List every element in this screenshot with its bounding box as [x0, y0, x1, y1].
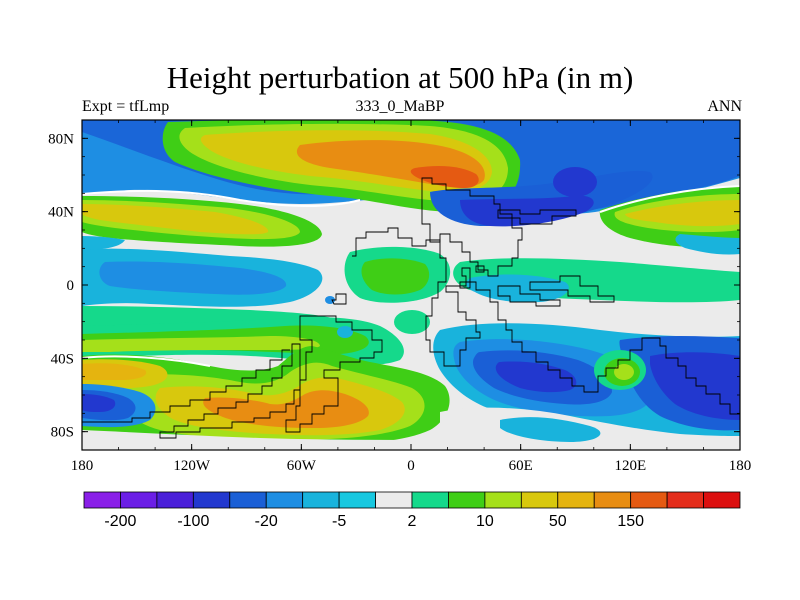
- zero-contour: [82, 355, 211, 367]
- colorbar: -200 -100 -20 -5 2 10 50 150: [83, 491, 741, 530]
- colorbar-swatch: [229, 491, 267, 509]
- field-region: [495, 361, 577, 393]
- colorbar-swatch: [120, 491, 158, 509]
- colorbar-swatch: [557, 491, 595, 509]
- y-tick-label: 80N: [48, 131, 74, 147]
- field-region: [337, 326, 353, 338]
- experiment-label: Expt = tfLmp: [82, 98, 170, 115]
- zero-contour: [599, 185, 740, 213]
- x-tick-label: 120W: [173, 458, 211, 474]
- field-region: [625, 200, 740, 227]
- field-region: [82, 363, 147, 380]
- x-tick-label: 180: [729, 458, 752, 474]
- season-label: ANN: [707, 98, 742, 115]
- x-tick-label: 60E: [509, 458, 533, 474]
- colorbar-swatch: [375, 491, 413, 509]
- colorbar-swatch: [156, 491, 194, 509]
- colorbar-swatch: [411, 491, 449, 509]
- colorbar-swatch: [265, 491, 304, 509]
- field-region: [99, 261, 287, 295]
- x-tick-label: 120E: [614, 458, 646, 474]
- case-label: 333_0_MaBP: [355, 98, 445, 115]
- colorbar-label: -200: [104, 513, 136, 530]
- x-tick-label: 60W: [287, 458, 317, 474]
- field-region: [410, 166, 479, 188]
- field-region: [466, 274, 569, 303]
- colorbar-label: 2: [408, 513, 417, 530]
- field-region: [553, 167, 597, 197]
- colorbar-swatch: [448, 491, 486, 509]
- colorbar-swatch: [302, 491, 340, 509]
- colorbar-label: 10: [476, 513, 494, 530]
- colorbar-swatch: [192, 491, 231, 509]
- axes: 180 120W 60W 0 60E 120E 180 80N 40N 0 40S 80S: [48, 119, 752, 474]
- field-region: [650, 352, 740, 420]
- coastline: [459, 281, 471, 289]
- y-tick-label: 0: [67, 278, 75, 294]
- coastline: [159, 343, 301, 439]
- field-region: [675, 234, 740, 255]
- field-region: [361, 258, 430, 295]
- zero-contour: [82, 189, 361, 207]
- field-region: [500, 417, 601, 442]
- colorbar-label: -100: [177, 513, 209, 530]
- colorbar-swatch: [83, 491, 121, 509]
- coastline: [497, 209, 577, 225]
- coastline: [529, 275, 615, 303]
- field-region: [82, 236, 125, 250]
- coastline: [421, 177, 523, 277]
- colorbar-swatch: [338, 491, 376, 509]
- x-tick-label: 0: [407, 458, 415, 474]
- coastline: [331, 293, 347, 305]
- coastlines: [82, 177, 740, 439]
- coastline: [475, 265, 485, 273]
- x-tick-label: 180: [71, 458, 94, 474]
- field-region: [82, 204, 269, 235]
- colorbar-swatch: [630, 491, 668, 509]
- coastline: [497, 285, 561, 307]
- contour-field: [82, 120, 740, 450]
- colorbar-swatch: [666, 491, 704, 509]
- field-region: [394, 310, 430, 334]
- colorbar-swatch: [484, 491, 522, 509]
- colorbar-swatch: [703, 491, 741, 509]
- coastline: [352, 227, 740, 415]
- y-tick-label: 40S: [51, 351, 74, 367]
- colorbar-label: 50: [549, 513, 567, 530]
- y-tick-label: 80S: [51, 425, 74, 441]
- field-region: [614, 364, 634, 380]
- field-region: [460, 195, 594, 227]
- colorbar-swatch: [593, 491, 632, 509]
- colorbar-swatch: [520, 491, 559, 509]
- field-region: [82, 394, 116, 412]
- colorbar-label: -20: [255, 513, 278, 530]
- coastline: [82, 349, 290, 423]
- chart-title: Height perturbation at 500 hPa (in m): [166, 60, 634, 95]
- field-region: [82, 336, 320, 352]
- colorbar-label: 150: [617, 513, 644, 530]
- field-region: [82, 430, 440, 450]
- colorbar-label: -5: [332, 513, 346, 530]
- y-tick-label: 40N: [48, 205, 74, 221]
